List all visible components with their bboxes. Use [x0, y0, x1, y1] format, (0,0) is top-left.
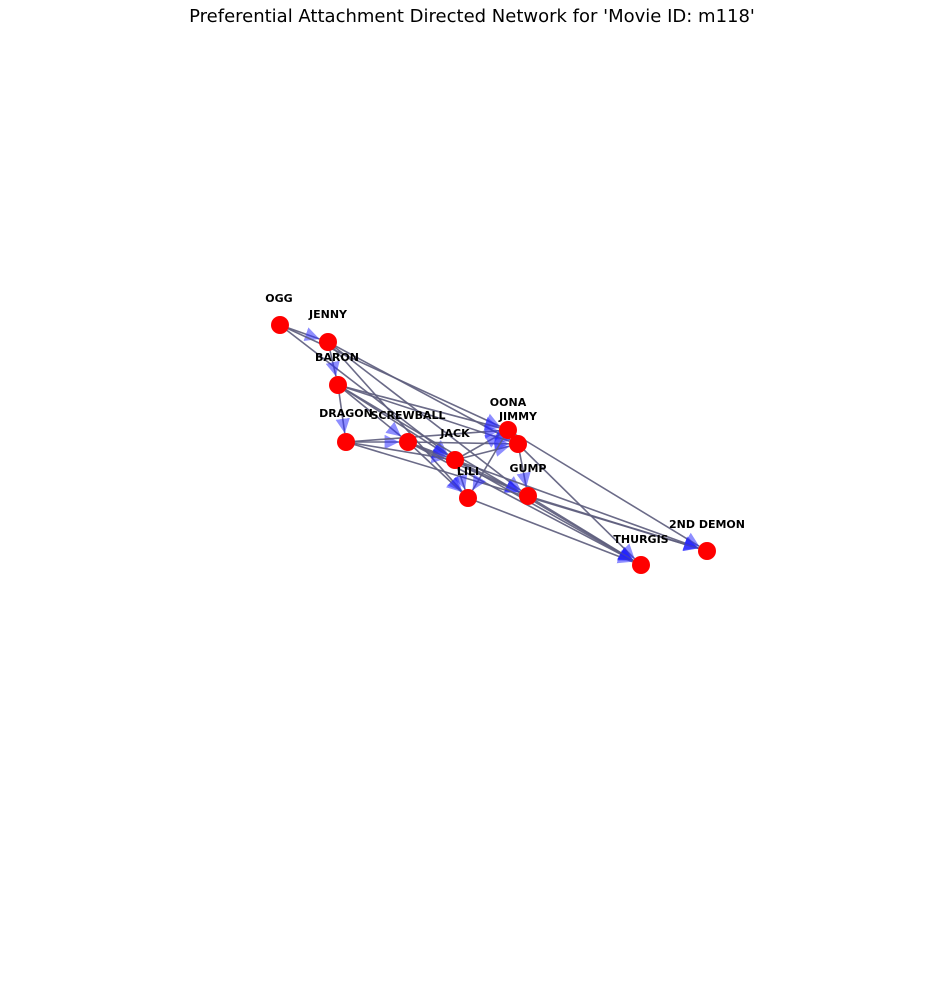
node-label-gump: GUMP	[510, 462, 547, 475]
node-label-2nd-demon: 2ND DEMON	[669, 518, 745, 531]
edge-baron-to-oona	[337, 384, 500, 431]
node-oona	[499, 421, 517, 439]
node-2nd-demon	[698, 542, 716, 560]
node-label-baron: BARON	[315, 351, 359, 364]
node-label-lili: LILI	[457, 465, 479, 478]
node-gump	[519, 487, 537, 505]
edge-gump-to-2nd-demon	[527, 495, 699, 552]
node-label-oona: OONA	[490, 396, 527, 409]
edge-oona-to-2nd-demon	[507, 429, 700, 548]
edge-lili-to-thurgis	[467, 497, 633, 564]
edge-dragon-to-jack	[345, 441, 447, 464]
edge-jenny-to-jimmy	[327, 341, 511, 441]
edge-baron-to-thurgis	[337, 384, 634, 562]
node-label-dragon: DRAGON	[319, 407, 373, 420]
edge-gump-to-thurgis	[527, 495, 634, 561]
node-jenny	[319, 333, 337, 351]
edge-oona-to-lili	[471, 429, 509, 491]
node-label-ogg: OGG	[265, 292, 292, 305]
edge-jack-to-jimmy	[454, 442, 510, 461]
edge-jack-to-2nd-demon	[454, 459, 699, 550]
node-dragon	[337, 433, 355, 451]
node-ogg	[271, 316, 289, 334]
node-screwball	[399, 433, 417, 451]
node-label-screwball: SCREWBALL	[370, 409, 445, 422]
node-lili	[459, 489, 477, 507]
node-baron	[329, 376, 347, 394]
node-jack	[446, 451, 464, 469]
node-label-jack: JACK	[439, 427, 470, 440]
nodes-layer	[271, 316, 716, 574]
edge-jenny-to-gump	[327, 341, 522, 492]
edge-screwball-to-jimmy	[407, 436, 510, 451]
edge-screwball-to-lili	[407, 441, 462, 493]
edge-screwball-to-thurgis	[407, 441, 634, 562]
node-label-jimmy: JIMMY	[498, 410, 538, 423]
edge-jenny-to-lili	[327, 341, 463, 492]
edge-jimmy-to-thurgis	[517, 443, 636, 560]
node-jimmy	[509, 435, 527, 453]
node-label-jenny: JENNY	[308, 308, 348, 321]
node-thurgis	[632, 556, 650, 574]
chart-title: Preferential Attachment Directed Network…	[189, 6, 755, 27]
node-label-thurgis: THURGIS	[613, 533, 668, 546]
edge-baron-to-screwball	[337, 384, 402, 437]
edge-screwball-to-gump	[407, 441, 521, 494]
edge-dragon-to-oona	[345, 424, 500, 443]
